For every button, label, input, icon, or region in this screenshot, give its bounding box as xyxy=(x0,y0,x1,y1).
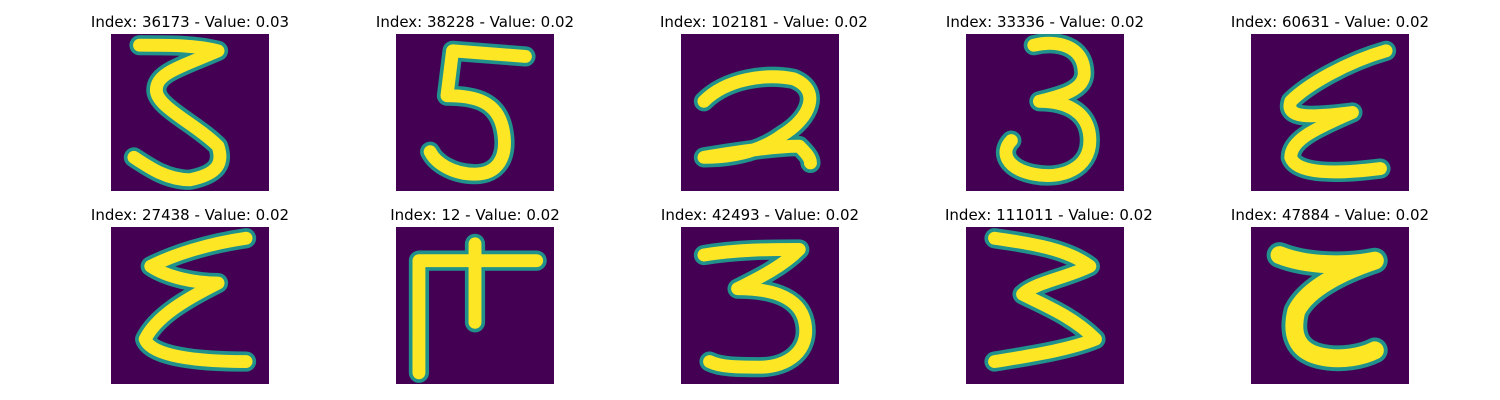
panel-title: Index: 36173 - Value: 0.03 xyxy=(90,13,290,31)
stroke-core xyxy=(412,237,544,380)
digit-glyph-3 xyxy=(693,239,816,378)
digit-image xyxy=(966,34,1124,191)
digit-glyph-epsilon xyxy=(135,228,257,372)
stroke-core xyxy=(127,38,227,187)
panel-title: Index: 42493 - Value: 0.02 xyxy=(660,206,860,224)
digit-glyph-f xyxy=(408,233,547,383)
panel-title: Index: 47884 - Value: 0.02 xyxy=(1230,206,1430,224)
panel-title: Index: 38228 - Value: 0.02 xyxy=(375,13,575,31)
panel-title: Index: 60631 - Value: 0.02 xyxy=(1230,13,1430,31)
digit-glyph-2 xyxy=(693,66,821,174)
panel-7: Index: 12 - Value: 0.02 xyxy=(375,205,575,385)
panel-2: Index: 38228 - Value: 0.02 xyxy=(375,12,575,192)
panel-title: Index: 111011 - Value: 0.02 xyxy=(945,206,1153,224)
panel-title: Index: 33336 - Value: 0.02 xyxy=(945,13,1145,31)
digit-image xyxy=(396,227,554,384)
panel-10: Index: 47884 - Value: 0.02 xyxy=(1230,205,1430,385)
stroke-core xyxy=(697,70,817,170)
panel-title: Index: 27438 - Value: 0.02 xyxy=(90,206,290,224)
panel-4: Index: 33336 - Value: 0.02 xyxy=(945,12,1145,192)
panel-8: Index: 42493 - Value: 0.02 xyxy=(660,205,860,385)
digit-glyph-epsilon xyxy=(1279,40,1397,183)
digit-image xyxy=(681,227,839,384)
stroke-core xyxy=(1270,246,1384,368)
digit-image xyxy=(1251,34,1409,191)
digit-glyph-3 xyxy=(984,228,1106,372)
panel-9: Index: 111011 - Value: 0.02 xyxy=(945,205,1153,385)
panel-title: Index: 12 - Value: 0.02 xyxy=(390,206,560,224)
digit-image xyxy=(966,227,1124,384)
panel-3: Index: 102181 - Value: 0.02 xyxy=(660,12,868,192)
stroke-core xyxy=(1283,44,1393,179)
stroke-core xyxy=(988,231,1102,369)
digit-image xyxy=(111,34,269,191)
panel-6: Index: 27438 - Value: 0.02 xyxy=(90,205,290,385)
stroke-core xyxy=(697,242,813,374)
stroke-core xyxy=(999,36,1097,182)
digit-glyph-5 xyxy=(420,40,536,185)
panel-5: Index: 60631 - Value: 0.02 xyxy=(1230,12,1430,192)
digit-image xyxy=(681,34,839,191)
digit-glyph-3 xyxy=(123,35,231,190)
digit-glyph-3 xyxy=(996,34,1100,186)
stroke-core xyxy=(138,231,253,369)
panel-title: Index: 102181 - Value: 0.02 xyxy=(660,13,868,31)
digit-image xyxy=(111,227,269,384)
digit-image xyxy=(1251,227,1409,384)
stroke-core xyxy=(423,44,532,181)
digit-glyph-epsilon xyxy=(1266,242,1388,372)
panel-1: Index: 36173 - Value: 0.03 xyxy=(90,12,290,192)
digit-image xyxy=(396,34,554,191)
